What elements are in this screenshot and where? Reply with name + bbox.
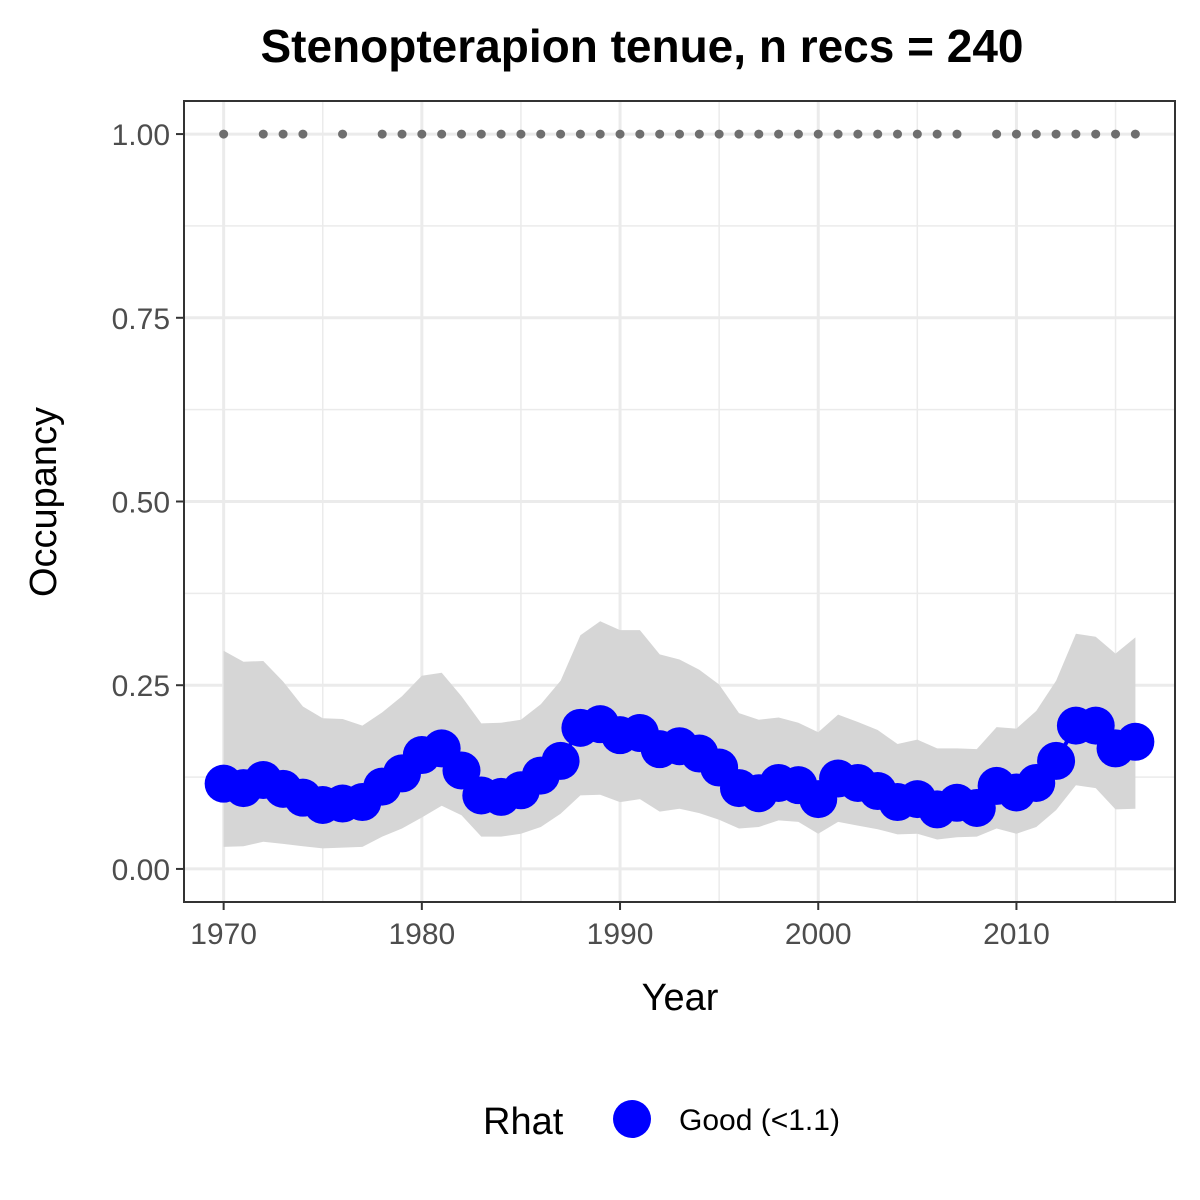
occupancy-points	[204, 705, 1155, 829]
record-point	[1031, 129, 1041, 139]
x-tick-label: 2010	[983, 918, 1050, 951]
record-point	[694, 129, 704, 139]
record-point	[298, 129, 308, 139]
legend-title: Rhat	[483, 1101, 564, 1143]
x-tick-label: 1980	[388, 918, 455, 951]
record-point	[417, 129, 427, 139]
record-point	[278, 129, 288, 139]
x-tick-label: 1970	[190, 918, 257, 951]
record-point	[833, 129, 843, 139]
record-point	[1051, 129, 1061, 139]
record-point	[1011, 129, 1021, 139]
record-point	[734, 129, 744, 139]
record-point	[1130, 129, 1140, 139]
occupancy-point	[1037, 741, 1076, 780]
y-axis: 0.00 0.25 0.50 0.75 1.00	[112, 119, 184, 887]
record-point	[595, 129, 605, 139]
x-tick-label: 2000	[785, 918, 852, 951]
record-point	[338, 129, 348, 139]
record-point	[774, 129, 784, 139]
y-tick-label: 0.75	[112, 303, 170, 336]
record-point	[476, 129, 486, 139]
record-point	[556, 129, 566, 139]
record-point	[655, 129, 665, 139]
record-point	[873, 129, 883, 139]
legend: Rhat Good (<1.1)	[483, 1100, 840, 1143]
record-point	[793, 129, 803, 139]
record-point	[615, 129, 625, 139]
record-point	[853, 129, 863, 139]
record-point	[813, 129, 823, 139]
record-point	[258, 129, 268, 139]
chart-title: Stenopterapion tenue, n recs = 240	[260, 20, 1023, 72]
y-axis-title: Occupancy	[23, 407, 65, 597]
record-point	[912, 129, 922, 139]
record-point	[219, 129, 229, 139]
record-point	[714, 129, 724, 139]
record-point	[1091, 129, 1101, 139]
y-tick-label: 0.00	[112, 854, 170, 887]
record-point	[516, 129, 526, 139]
legend-swatch	[613, 1100, 651, 1138]
record-point	[1071, 129, 1081, 139]
occupancy-point	[1116, 722, 1155, 761]
record-point	[437, 129, 447, 139]
record-point	[397, 129, 407, 139]
record-point	[952, 129, 962, 139]
record-point	[377, 129, 387, 139]
record-points	[219, 129, 1140, 139]
record-point	[992, 129, 1002, 139]
x-axis-title: Year	[642, 977, 719, 1019]
record-point	[536, 129, 546, 139]
record-point	[1111, 129, 1121, 139]
record-point	[932, 129, 942, 139]
record-point	[575, 129, 585, 139]
record-point	[754, 129, 764, 139]
record-point	[635, 129, 645, 139]
x-axis: 1970 1980 1990 2000 2010	[190, 902, 1050, 951]
y-tick-label: 0.50	[112, 487, 170, 520]
record-point	[456, 129, 466, 139]
record-point	[496, 129, 506, 139]
x-tick-label: 1990	[587, 918, 654, 951]
record-point	[675, 129, 684, 139]
y-tick-label: 0.25	[112, 670, 170, 703]
record-point	[893, 129, 903, 139]
occupancy-point	[541, 741, 580, 780]
y-tick-label: 1.00	[112, 119, 170, 152]
legend-label-good: Good (<1.1)	[679, 1104, 840, 1137]
